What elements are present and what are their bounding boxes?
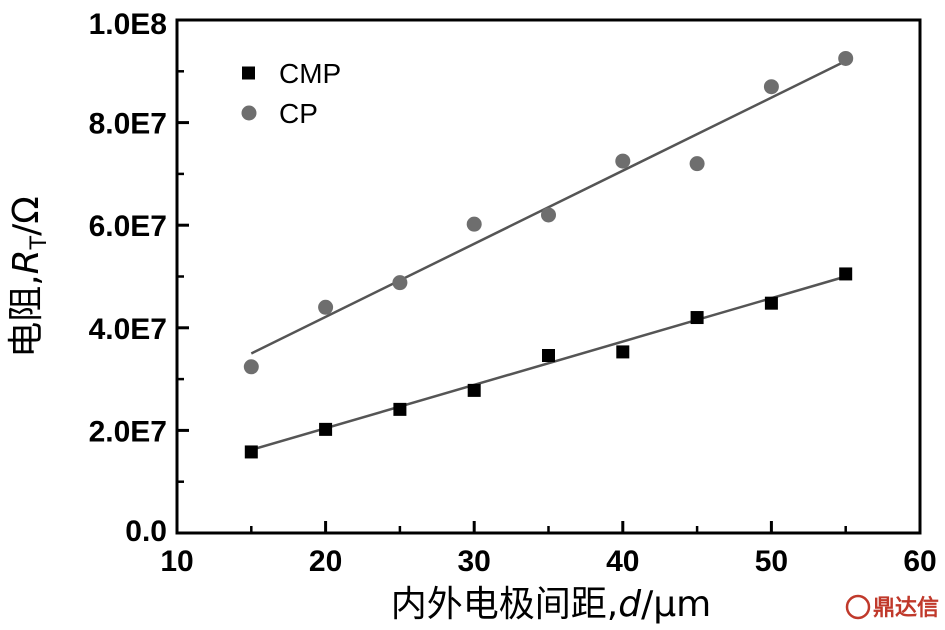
x-tick-label: 50 — [755, 545, 788, 578]
data-point-cp — [838, 50, 854, 66]
legend-marker-cmp — [242, 66, 255, 80]
y-tick-label: 2.0E7 — [89, 415, 167, 448]
data-point-cmp — [616, 345, 630, 359]
data-point-cmp — [393, 402, 407, 416]
data-point-cmp — [467, 383, 481, 397]
data-point-cmp — [690, 311, 704, 325]
data-point-cp — [466, 216, 482, 232]
axes — [175, 18, 922, 535]
data-point-cmp — [244, 445, 258, 459]
x-axis-ticks: 10 20 30 40 50 60 — [160, 521, 937, 578]
x-tick-label: 40 — [606, 545, 639, 578]
data-point-cp — [763, 79, 779, 95]
data-point-cmp — [319, 422, 333, 436]
data-point-cp — [243, 359, 259, 375]
data-point-cmp — [839, 267, 853, 281]
legend: CMP CP — [241, 58, 341, 129]
x-tick-label: 60 — [903, 545, 936, 578]
y-tick-label: 4.0E7 — [89, 313, 167, 346]
y-tick-label: 1.0E8 — [89, 8, 167, 41]
x-axis-title: 内外电极间距,d/μm — [391, 584, 711, 625]
y-tick-label: 6.0E7 — [89, 210, 167, 243]
data-point-cmp — [542, 349, 555, 363]
x-tick-label: 10 — [160, 545, 193, 578]
y-axis-ticks: 0.0 2.0E7 4.0E7 6.0E7 8.0E7 1.0E8 — [89, 8, 189, 548]
legend-label-cp: CP — [279, 98, 318, 129]
legend-marker-cp — [241, 105, 257, 121]
watermark-logo-icon — [845, 594, 871, 620]
y-tick-label: 8.0E7 — [89, 108, 167, 141]
y-tick-label: 0.0 — [125, 515, 167, 548]
data-points — [243, 50, 854, 459]
data-point-cp — [615, 153, 631, 169]
x-tick-label: 20 — [309, 545, 342, 578]
legend-label-cmp: CMP — [279, 58, 341, 89]
watermark-text: 鼎达信 — [873, 595, 939, 621]
fit-line-cmp — [250, 275, 847, 452]
x-tick-label: 30 — [458, 545, 491, 578]
data-point-cp — [541, 207, 556, 223]
data-point-cmp — [764, 296, 778, 310]
fit-line-cp — [250, 59, 847, 355]
y-axis-title: 电阻,RT/Ω — [6, 196, 52, 358]
fit-lines — [250, 59, 847, 452]
data-point-cp — [318, 299, 334, 315]
data-point-cp — [392, 275, 408, 291]
watermark: 鼎达信 — [845, 594, 939, 621]
data-point-cp — [689, 156, 705, 172]
plot-frame — [175, 18, 922, 535]
